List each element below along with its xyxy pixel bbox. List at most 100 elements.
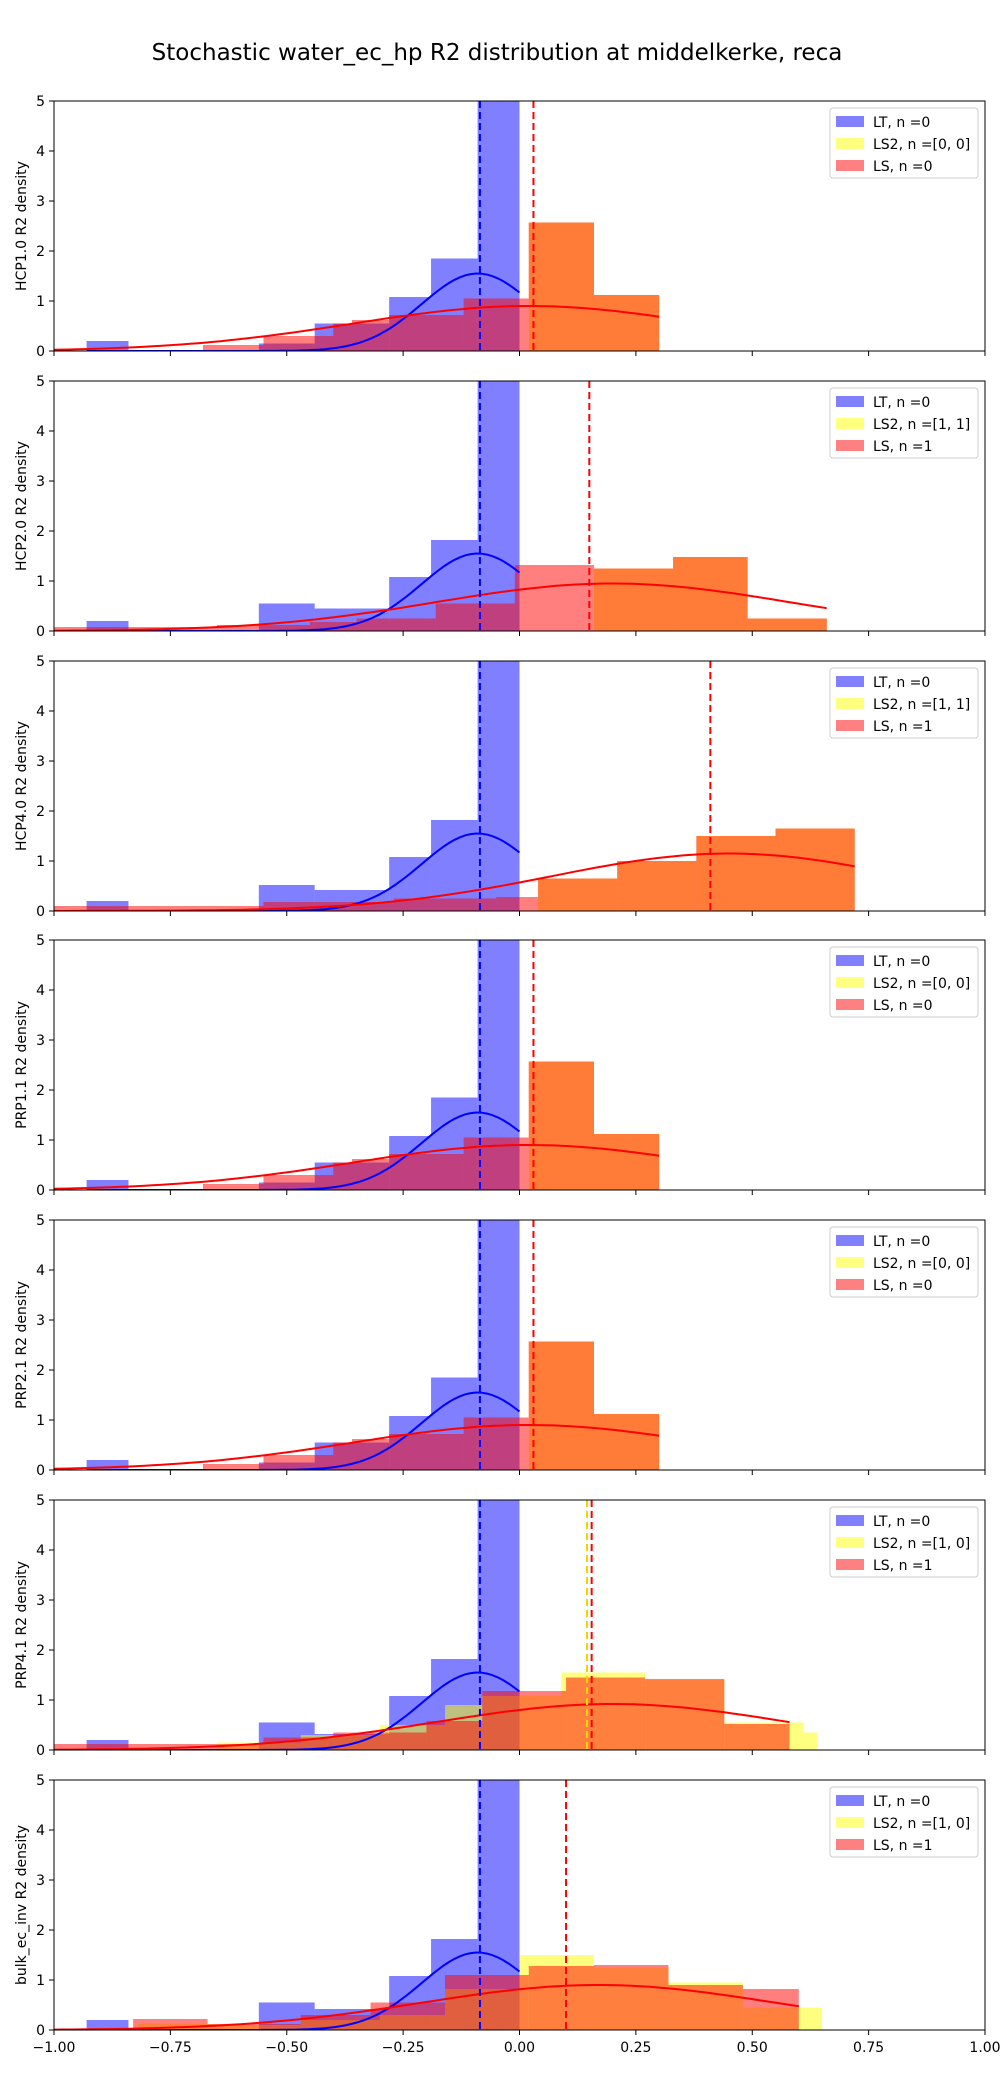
legend: LT, n =0 LS2, n =[1, 0] LS, n =1 <box>829 1786 979 1858</box>
y-tick-label: 3 <box>36 1593 45 1609</box>
y-tick-label: 1 <box>36 1693 45 1709</box>
y-tick-label: 4 <box>36 1823 45 1839</box>
ls-bar <box>333 1732 427 1750</box>
ls-bar-solid <box>617 861 697 911</box>
panel-6: 0 1 2 3 4 5 PRP4.1 R2 density LT, n =0 LS2, n =[… <box>14 1493 986 1759</box>
y-axis-label: HCP1.0 R2 density <box>14 161 30 291</box>
ls-bar <box>445 1975 529 2030</box>
legend-swatch <box>836 955 864 966</box>
y-tick-label: 5 <box>36 654 45 670</box>
y-tick-label: 2 <box>36 1083 45 1099</box>
ls-bar <box>351 1439 390 1470</box>
legend-swatch <box>836 418 864 429</box>
y-tick-label: 3 <box>36 194 45 210</box>
plot-area <box>54 381 827 631</box>
y-tick-label: 1 <box>36 574 45 590</box>
legend-swatch <box>836 1839 864 1850</box>
panel-2: 0 1 2 3 4 5 HCP2.0 R2 density LT, n =0 LS2, n =[… <box>14 374 986 640</box>
ls-fit-curve <box>54 1703 790 1750</box>
legend-label: LS, n =0 <box>873 1278 933 1294</box>
legend-label: LS, n =0 <box>873 998 933 1014</box>
ls-bar <box>356 618 436 631</box>
ls-bar-solid <box>593 1134 660 1190</box>
plot-area <box>54 661 855 911</box>
y-axis-label: PRP4.1 R2 density <box>14 1561 30 1689</box>
legend-swatch <box>836 698 864 709</box>
panel-1: 0 1 2 3 4 5 HCP1.0 R2 density LT, n =0 LS2, n =[… <box>14 94 986 360</box>
y-axis-label: PRP1.1 R2 density <box>14 1001 30 1129</box>
ls-bar <box>351 320 390 351</box>
ls-bar <box>202 1184 264 1190</box>
y-tick-label: 0 <box>36 904 45 920</box>
legend: LT, n =0 LS2, n =[0, 0] LS, n =0 <box>829 946 979 1018</box>
legend-box <box>829 387 979 459</box>
ls-bar <box>263 1175 334 1190</box>
ls-bar <box>310 622 357 631</box>
panel-3: 0 1 2 3 4 5 HCP4.0 R2 density LT, n =0 LS2, n =[… <box>14 654 986 920</box>
ls-bar <box>393 898 497 911</box>
x-tick-label: −0.25 <box>382 2040 425 2056</box>
ls-fit-curve <box>54 1984 799 2030</box>
plot-area <box>54 1500 818 1750</box>
panel-7: 0 1 2 3 4 5 −1.00 −0.75 −0.50 −0.25 0.00 0.25 0.50 0.… <box>14 1773 1000 2056</box>
ls-bar <box>263 1737 334 1750</box>
y-tick-label: 0 <box>36 2023 45 2039</box>
legend-label: LT, n =0 <box>873 675 930 691</box>
ls-bar <box>216 625 311 631</box>
y-tick-label: 1 <box>36 294 45 310</box>
legend-swatch <box>836 720 864 731</box>
ls-bar <box>724 1724 790 1750</box>
legend-swatch <box>836 999 864 1010</box>
legend: LT, n =0 LS2, n =[0, 0] LS, n =0 <box>829 1226 979 1298</box>
legend-swatch <box>836 1817 864 1828</box>
ls-bar <box>435 603 515 631</box>
x-tick-label: 0.75 <box>853 2040 884 2056</box>
ls-bar <box>482 1691 567 1750</box>
legend-label: LT, n =0 <box>873 954 930 970</box>
x-tick-label: −1.00 <box>33 2040 76 2056</box>
lt-bar <box>86 2020 129 2030</box>
ls-fit-curve <box>54 852 855 911</box>
ls-bar <box>202 345 264 351</box>
legend-box <box>829 1226 979 1298</box>
ls-bar <box>333 1162 352 1190</box>
legend-swatch <box>836 396 864 407</box>
lt-fit-curve <box>86 1671 521 1750</box>
ls-fit-curve <box>54 582 827 631</box>
panel-4: 0 1 2 3 4 5 PRP1.1 R2 density LT, n =0 LS2, n =[… <box>14 933 986 1199</box>
ls-bar-solid <box>528 1061 594 1190</box>
plot-area <box>54 101 660 351</box>
x-tick-label: 0.25 <box>620 2040 651 2056</box>
ls-bar-solid <box>528 222 594 351</box>
legend-swatch <box>836 160 864 171</box>
legend: LT, n =0 LS2, n =[1, 1] LS, n =1 <box>829 387 979 459</box>
legend-label: LT, n =0 <box>873 395 930 411</box>
y-tick-label: 2 <box>36 244 45 260</box>
legend-label: LT, n =0 <box>873 115 930 131</box>
plot-area <box>54 1220 660 1470</box>
legend-label: LS2, n =[1, 1] <box>873 417 970 433</box>
y-tick-label: 3 <box>36 1033 45 1049</box>
ls-bar <box>514 565 594 631</box>
lt-fit-curve <box>86 1111 521 1190</box>
legend-label: LS2, n =[0, 0] <box>873 1256 970 1272</box>
panel-5: 0 1 2 3 4 5 PRP2.1 R2 density LT, n =0 LS2, n =[… <box>14 1213 986 1479</box>
y-tick-label: 5 <box>36 933 45 949</box>
legend-swatch <box>836 1795 864 1806</box>
legend-label: LT, n =0 <box>873 1794 930 1810</box>
lt-bar <box>86 1180 129 1190</box>
x-tick-label: 0.00 <box>504 2040 535 2056</box>
legend-label: LS, n =1 <box>873 1558 933 1574</box>
lt-bar <box>86 1460 129 1470</box>
legend-box <box>829 1506 979 1578</box>
y-tick-label: 0 <box>36 624 45 640</box>
y-tick-label: 2 <box>36 804 45 820</box>
legend-swatch <box>836 138 864 149</box>
legend-swatch <box>836 1559 864 1570</box>
y-tick-label: 1 <box>36 854 45 870</box>
legend-box <box>829 107 979 179</box>
ls-bar <box>207 2024 301 2030</box>
lt-bar <box>477 661 520 911</box>
x-tick-label: −0.50 <box>265 2040 308 2056</box>
legend-swatch <box>836 676 864 687</box>
